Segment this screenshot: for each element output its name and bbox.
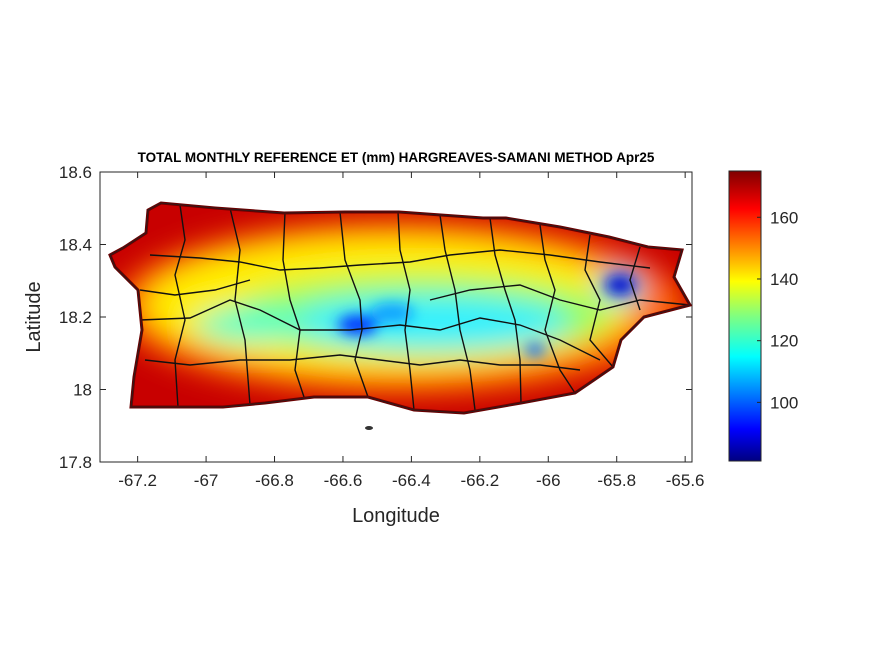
municipality-boundary (139, 299, 601, 361)
colorbar-tick-label: 100 (770, 393, 798, 412)
colorbar-ticks: 100 120 140 160 (757, 208, 798, 412)
municipality-boundary (397, 211, 415, 411)
x-tick-label: -66.4 (392, 471, 431, 490)
y-tick-label: 17.8 (59, 453, 92, 472)
low-et-spot-east (605, 275, 635, 295)
x-tick-label: -66.2 (460, 471, 499, 490)
municipality-boundary (139, 279, 251, 296)
y-tick-label: 18 (73, 381, 92, 400)
municipality-boundary (282, 211, 306, 401)
municipality-boundaries (139, 204, 690, 411)
y-tick-label: 18.6 (59, 163, 92, 182)
chart-title: TOTAL MONTHLY REFERENCE ET (mm) HARGREAV… (138, 150, 655, 165)
y-axis-ticks: 17.8 18 18.2 18.4 18.6 (59, 163, 692, 472)
coastline-outline (109, 202, 691, 414)
municipality-boundary (149, 249, 651, 271)
colorbar-tick-label: 160 (770, 208, 798, 227)
low-et-spot-southeast (525, 344, 545, 356)
municipality-boundary (489, 217, 522, 404)
colorbar-tick-label: 120 (770, 332, 798, 351)
colorbar-tick-label: 140 (770, 270, 798, 289)
municipality-boundary (584, 234, 614, 368)
caja-de-muertos-island (365, 426, 373, 430)
x-tick-label: -66.6 (324, 471, 363, 490)
x-tick-label: -66 (536, 471, 561, 490)
x-axis-ticks: -67.2 -67 -66.8 -66.6 -66.4 -66.2 -66 -65.8 -65.… (118, 172, 705, 490)
x-tick-label: -67 (194, 471, 219, 490)
y-tick-label: 18.4 (59, 236, 92, 255)
municipality-boundary (439, 214, 476, 411)
municipality-boundary (229, 207, 251, 406)
y-axis-label: Latitude (23, 281, 45, 352)
low-et-spot-central (338, 315, 378, 335)
low-et-spot-center2 (370, 303, 414, 323)
colorbar (728, 170, 762, 462)
municipality-boundary (144, 354, 581, 371)
x-axis-label: Longitude (352, 505, 440, 527)
cyan-band (290, 296, 570, 348)
x-tick-label: -65.6 (666, 471, 705, 490)
y-tick-label: 18.2 (59, 308, 92, 327)
municipality-boundary (539, 224, 576, 394)
cyan-west (195, 309, 305, 341)
island-map (110, 203, 690, 413)
municipality-boundary (174, 204, 186, 408)
municipality-boundary (429, 284, 690, 311)
municipality-boundary (339, 211, 369, 398)
x-tick-label: -66.8 (255, 471, 294, 490)
municipality-boundary (629, 246, 641, 311)
x-tick-label: -65.8 (597, 471, 636, 490)
x-tick-label: -67.2 (118, 471, 157, 490)
